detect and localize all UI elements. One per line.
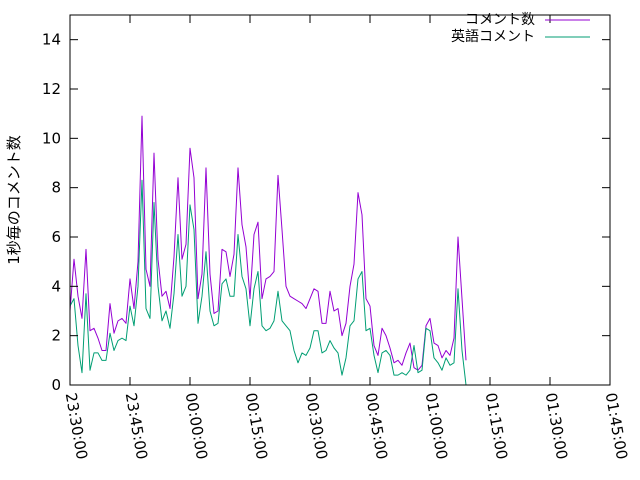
series-line-2 xyxy=(69,179,467,386)
x-tick-label: 01:15:00 xyxy=(482,391,511,460)
x-tick-label: 00:15:00 xyxy=(242,391,271,460)
x-tick-label: 01:45:00 xyxy=(602,391,631,460)
y-tick-label: 6 xyxy=(51,228,61,246)
series-line-1 xyxy=(69,115,467,371)
series-layer xyxy=(69,115,467,386)
y-tick-label: 2 xyxy=(51,327,61,345)
legend-label: 英語コメント xyxy=(451,28,535,45)
y-tick-label: 0 xyxy=(51,376,61,394)
x-tick-label: 01:30:00 xyxy=(542,391,571,460)
y-axis: 0 2 4 6 8 10 12 14 xyxy=(42,31,610,394)
y-axis-label: 1秒毎のコメント数 xyxy=(5,135,23,265)
y-tick-label: 14 xyxy=(42,31,61,49)
plot-frame xyxy=(69,14,611,386)
x-tick-label: 23:45:00 xyxy=(122,391,151,460)
x-axis: 23:30:00 23:45:00 00:00:00 00:15:00 00:30:00… xyxy=(62,15,631,461)
y-tick-label: 8 xyxy=(51,179,61,197)
y-tick-label: 12 xyxy=(42,80,61,98)
x-tick-label: 01:00:00 xyxy=(422,391,451,460)
x-tick-label: 00:00:00 xyxy=(182,391,211,460)
y-tick-label: 10 xyxy=(42,129,61,147)
y-tick-label: 4 xyxy=(51,277,61,295)
legend-label: コメント数 xyxy=(465,12,535,28)
x-tick-label: 23:30:00 xyxy=(62,391,91,460)
x-tick-label: 00:30:00 xyxy=(302,391,331,460)
x-tick-label: 00:45:00 xyxy=(362,391,391,460)
